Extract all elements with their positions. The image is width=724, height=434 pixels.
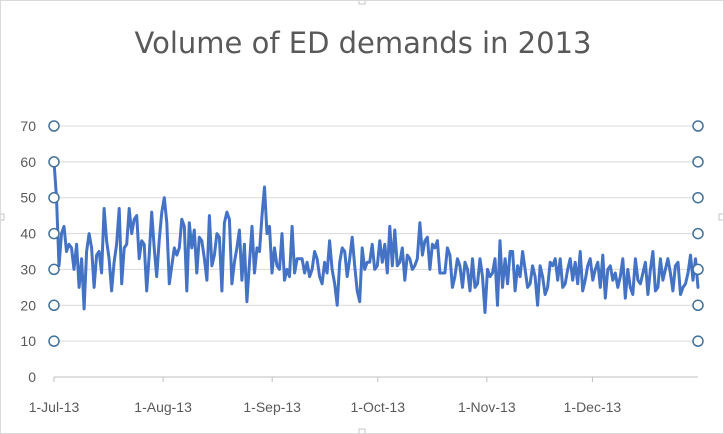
right-selection-handle[interactable] [692,120,704,132]
left-selection-handle[interactable] [48,263,60,276]
left-selection-handle[interactable] [48,335,60,347]
frame-resize-handle[interactable] [718,213,723,221]
y-tick-label: 60 [20,154,36,170]
right-selection-handle[interactable] [692,227,704,240]
left-selection-handle[interactable] [48,191,60,204]
left-selection-handle[interactable] [48,227,60,240]
x-tick-labels: 1-Jul-13 1-Aug-13 1-Sep-13 1-Oct-13 1-Nov-13… [29,399,622,415]
series-layer [52,160,700,314]
y-tick-label: 50 [20,190,36,206]
right-selection-handle[interactable] [692,191,704,204]
y-tick-labels: 0 10 20 30 40 50 60 70 [20,118,36,385]
right-selection-handle[interactable] [692,299,704,312]
y-tick-label: 0 [28,369,36,385]
x-tick-label: 1-Nov-13 [458,399,516,415]
x-tick-label: 1-Oct-13 [351,399,406,415]
frame-resize-handle[interactable] [1,213,5,221]
y-tick-label: 10 [20,333,36,349]
right-selection-handle[interactable] [692,156,704,168]
x-tick-label: 1-Aug-13 [134,399,192,415]
x-tick-label: 1-Dec-13 [564,399,622,415]
right-selection-handle[interactable] [692,335,704,347]
chart-title: Volume of ED demands in 2013 [135,26,592,60]
frame-resize-handle[interactable] [358,428,366,433]
x-tick-label: 1-Sep-13 [243,399,301,415]
series-line [52,160,700,314]
left-selection-handle[interactable] [48,120,60,132]
y-tick-label: 30 [20,261,36,277]
left-selection-handle[interactable] [48,299,60,312]
y-tick-label: 70 [20,118,36,134]
left-selection-handle[interactable] [48,156,60,168]
right-selection-handle[interactable] [692,263,704,276]
y-tick-label: 20 [20,297,36,313]
x-tick-label: 1-Jul-13 [29,399,80,415]
y-tick-label: 40 [20,226,36,242]
frame-resize-handle[interactable] [358,1,366,5]
axes [53,376,698,382]
